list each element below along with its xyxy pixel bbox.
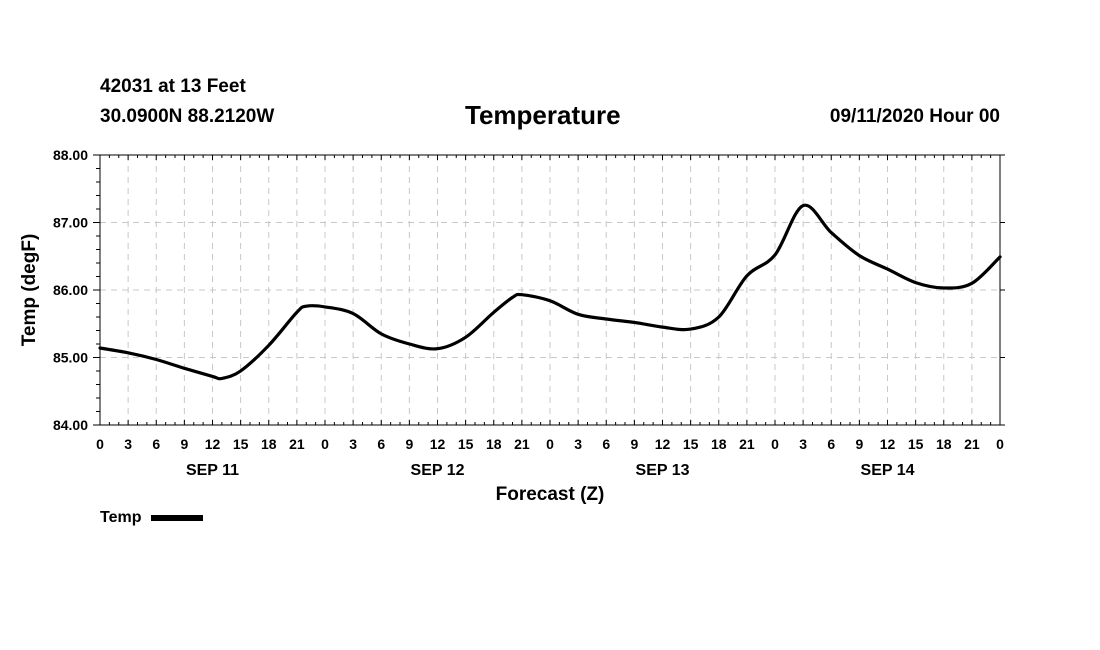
- x-tick-label: 15: [683, 436, 699, 452]
- station-coords: 30.0900N 88.2120W: [100, 106, 275, 127]
- x-tick-label: 12: [655, 436, 671, 452]
- x-tick-label: 15: [233, 436, 249, 452]
- grid-lines: [100, 155, 1000, 425]
- x-tick-label: 18: [486, 436, 502, 452]
- x-tick-label: 3: [349, 436, 357, 452]
- x-tick-label: 21: [514, 436, 530, 452]
- x-tick-label: 3: [574, 436, 582, 452]
- run-time-label: 09/11/2020 Hour 00: [829, 106, 1000, 127]
- x-tick-label: 6: [152, 436, 160, 452]
- legend: Temp: [100, 509, 204, 527]
- x-tick-label: 0: [321, 436, 329, 452]
- y-axis-label: Temp (degF): [19, 234, 40, 347]
- y-tick-label: 86.00: [53, 282, 88, 298]
- legend-swatch: [151, 515, 204, 521]
- x-tick-label: 18: [936, 436, 952, 452]
- x-tick-label: 21: [739, 436, 755, 452]
- day-label: SEP 13: [636, 462, 690, 479]
- x-tick-label: 9: [405, 436, 413, 452]
- x-tick-label: 15: [458, 436, 474, 452]
- y-tick-label: 88.00: [53, 147, 88, 163]
- x-tick-label: 12: [205, 436, 221, 452]
- x-tick-label: 0: [771, 436, 779, 452]
- x-tick-label: 3: [799, 436, 807, 452]
- chart-title: Temperature: [465, 100, 621, 130]
- x-tick-label: 9: [180, 436, 188, 452]
- x-tick-label: 6: [377, 436, 385, 452]
- x-tick-label: 3: [124, 436, 132, 452]
- y-tick-label: 87.00: [53, 215, 88, 231]
- temp-series-line: [98, 203, 1002, 381]
- x-tick-label: 18: [711, 436, 727, 452]
- x-tick-label: 21: [289, 436, 305, 452]
- x-axis-label: Forecast (Z): [496, 484, 605, 505]
- x-tick-label: 6: [827, 436, 835, 452]
- x-tick-label: 0: [996, 436, 1004, 452]
- x-tick-label: 12: [430, 436, 446, 452]
- x-tick-label: 18: [261, 436, 277, 452]
- series-layer: [98, 203, 1002, 381]
- x-tick-label: 6: [602, 436, 610, 452]
- x-tick-label: 15: [908, 436, 924, 452]
- x-tick-label: 0: [546, 436, 554, 452]
- x-tick-label: 21: [964, 436, 980, 452]
- x-tick-label: 9: [855, 436, 863, 452]
- day-label: SEP 11: [186, 462, 239, 479]
- station-label: 42031 at 13 Feet: [100, 76, 246, 97]
- y-tick-label: 85.00: [53, 350, 88, 366]
- day-label: SEP 12: [411, 462, 465, 479]
- axes: 0 3 6 9 12 15 18 21 0 3 6 9 12 15 18 21 0 3 6 9 12 15 18 21 0 3 6 9…: [53, 147, 1005, 479]
- legend-label: Temp: [100, 509, 142, 526]
- y-tick-label: 84.00: [53, 417, 88, 433]
- x-tick-label: 0: [96, 436, 104, 452]
- x-tick-label: 9: [630, 436, 638, 452]
- day-label: SEP 14: [861, 462, 915, 479]
- x-tick-label: 12: [880, 436, 896, 452]
